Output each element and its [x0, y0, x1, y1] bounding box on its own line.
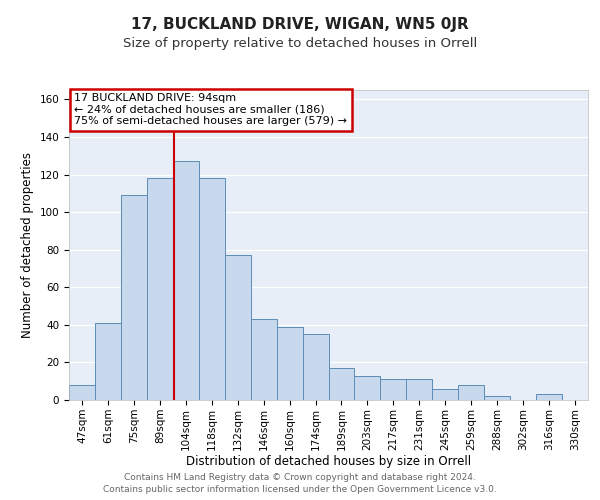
- Text: Contains HM Land Registry data © Crown copyright and database right 2024.: Contains HM Land Registry data © Crown c…: [124, 472, 476, 482]
- Bar: [121, 195, 147, 400]
- Text: Contains public sector information licensed under the Open Government Licence v3: Contains public sector information licen…: [103, 485, 497, 494]
- Bar: [329, 368, 355, 400]
- Bar: [251, 319, 277, 400]
- Bar: [95, 323, 121, 400]
- Bar: [199, 178, 224, 400]
- Y-axis label: Number of detached properties: Number of detached properties: [21, 152, 34, 338]
- Bar: [433, 388, 458, 400]
- Bar: [484, 396, 510, 400]
- Bar: [380, 380, 406, 400]
- Bar: [173, 162, 199, 400]
- Bar: [536, 394, 562, 400]
- Text: 17, BUCKLAND DRIVE, WIGAN, WN5 0JR: 17, BUCKLAND DRIVE, WIGAN, WN5 0JR: [131, 18, 469, 32]
- Bar: [225, 256, 251, 400]
- Bar: [147, 178, 173, 400]
- X-axis label: Distribution of detached houses by size in Orrell: Distribution of detached houses by size …: [186, 456, 471, 468]
- Text: 17 BUCKLAND DRIVE: 94sqm
← 24% of detached houses are smaller (186)
75% of semi-: 17 BUCKLAND DRIVE: 94sqm ← 24% of detach…: [74, 93, 347, 126]
- Bar: [69, 385, 95, 400]
- Bar: [355, 376, 380, 400]
- Bar: [302, 334, 329, 400]
- Bar: [458, 385, 484, 400]
- Text: Size of property relative to detached houses in Orrell: Size of property relative to detached ho…: [123, 38, 477, 51]
- Bar: [277, 326, 302, 400]
- Bar: [406, 380, 432, 400]
